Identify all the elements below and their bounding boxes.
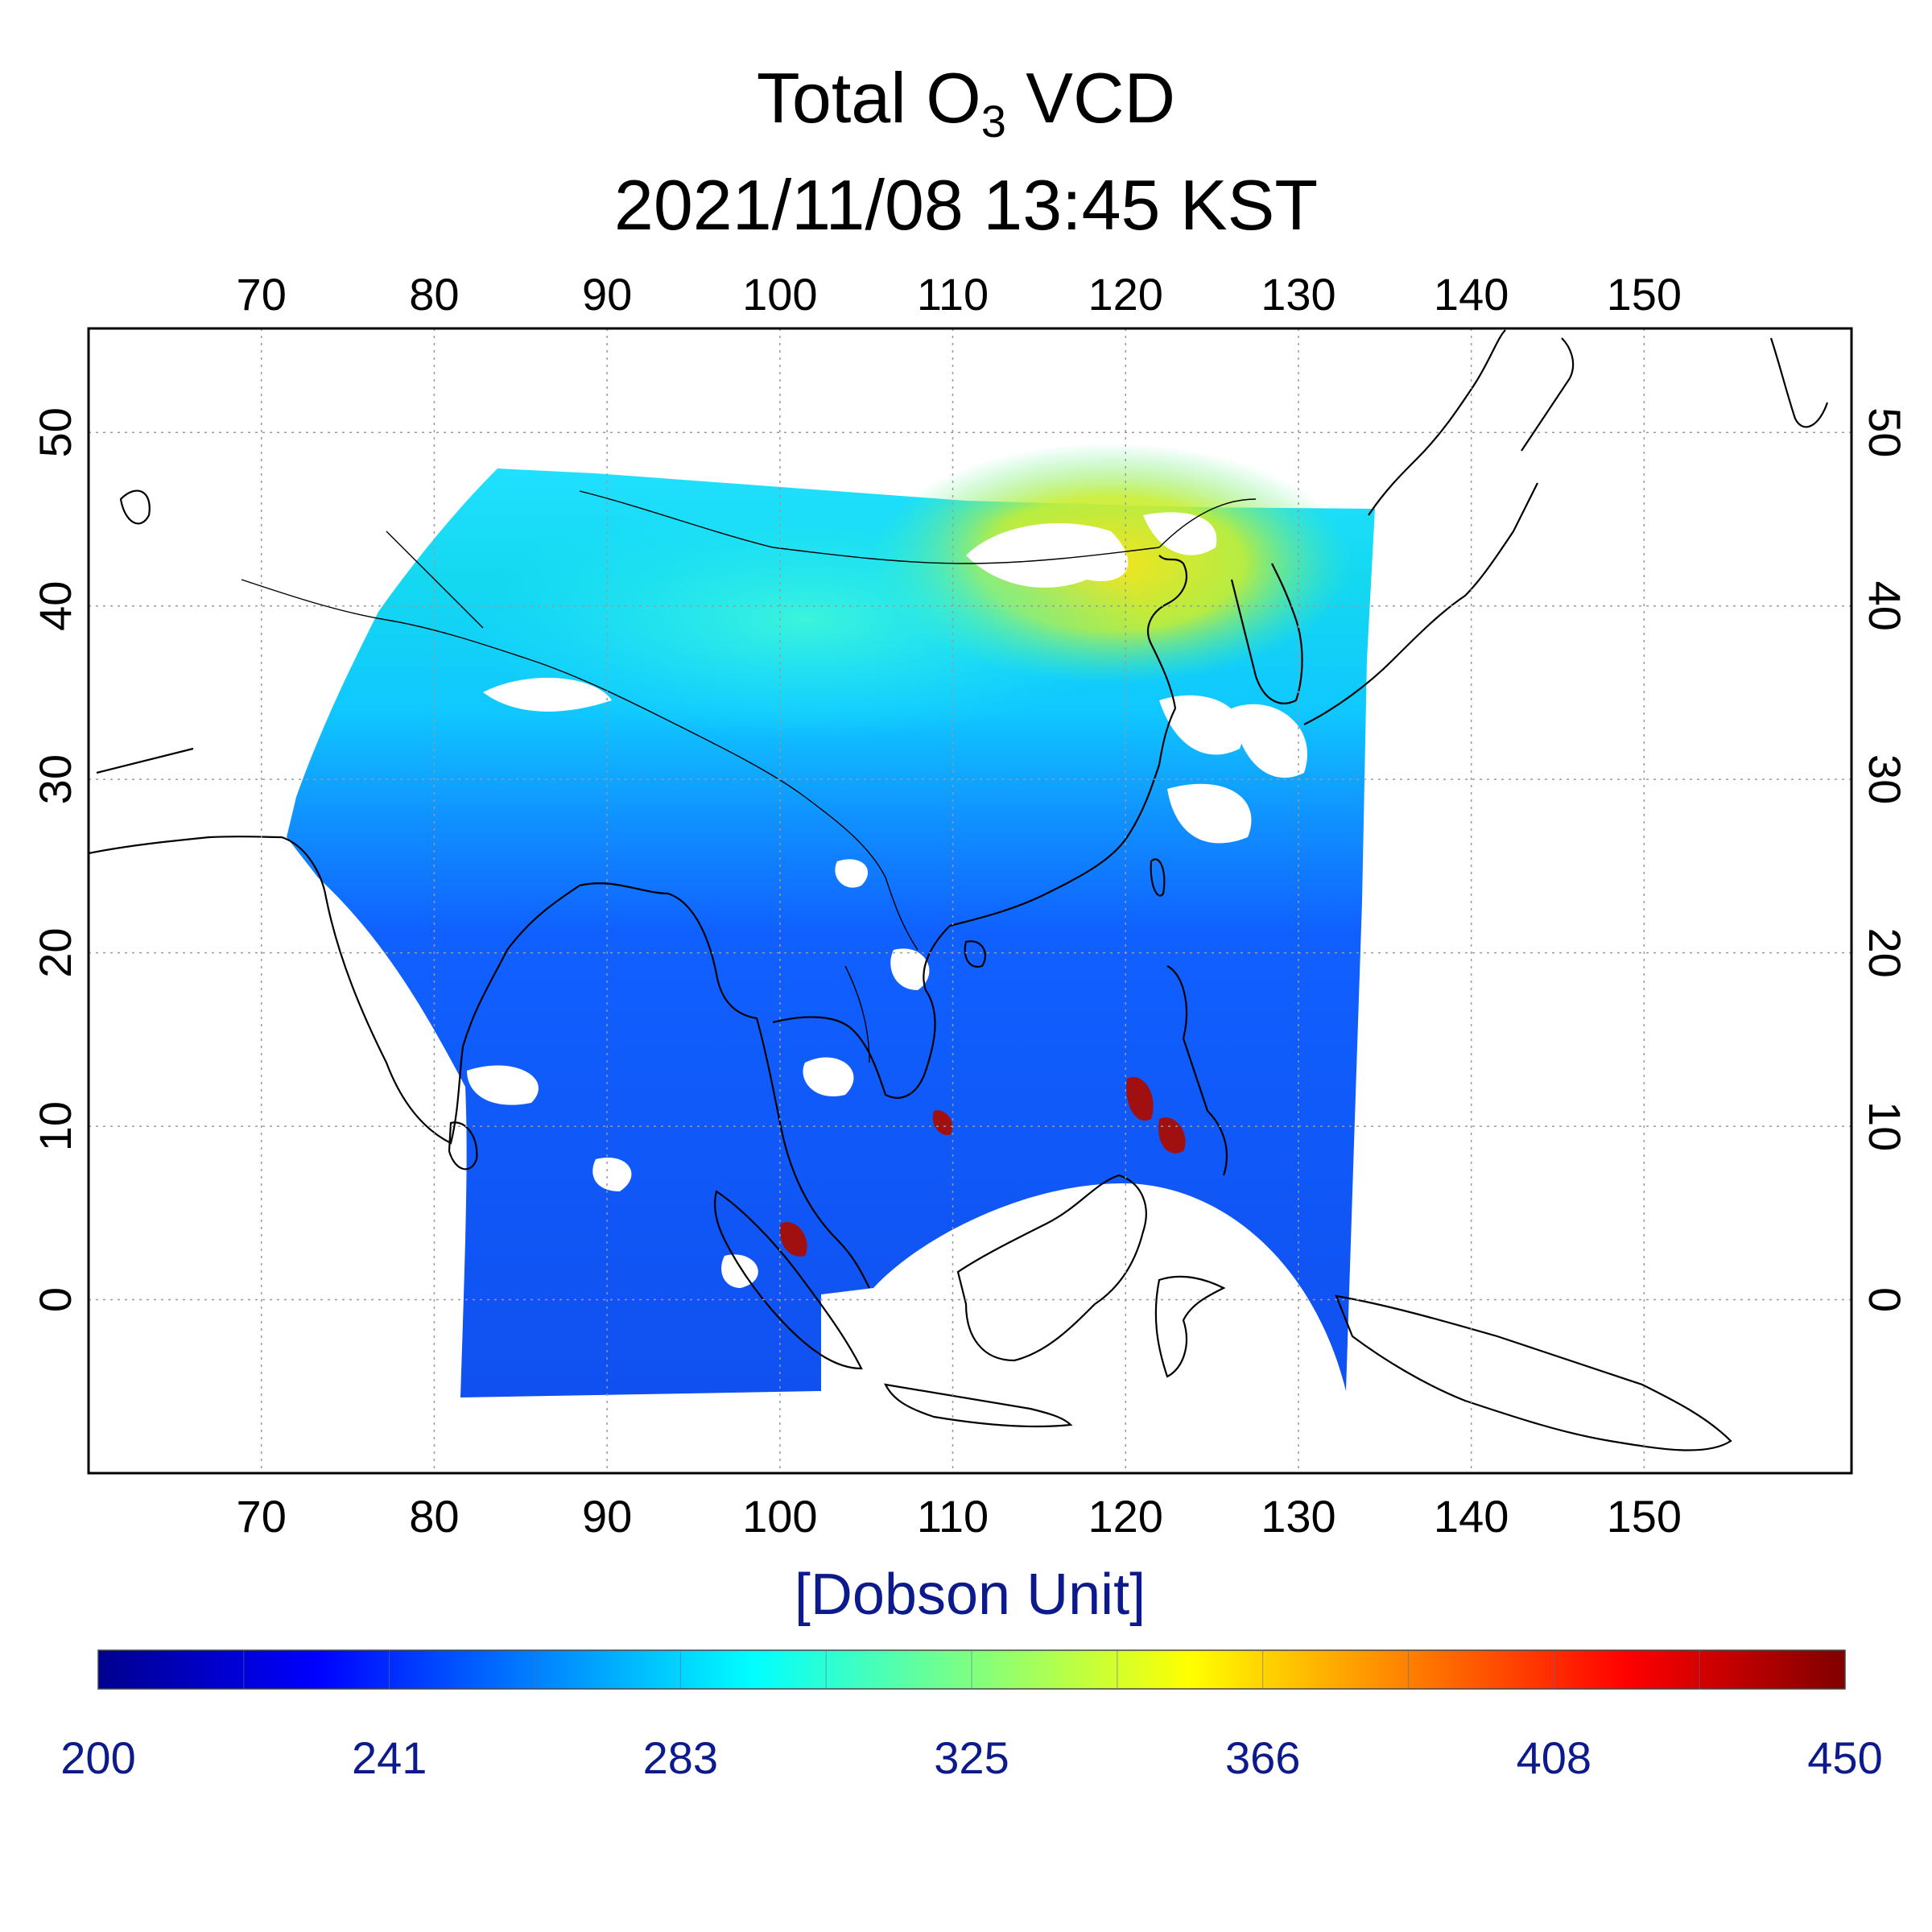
title-suffix: VCD	[1005, 58, 1176, 138]
lon-label-bottom: 150	[1607, 1491, 1682, 1542]
map-frame	[87, 327, 1853, 1475]
colorbar-tick-label: 408	[1517, 1732, 1591, 1783]
lat-label-left: 20	[30, 927, 80, 977]
lon-label-top: 120	[1088, 269, 1163, 320]
colorbar-tick-label: 325	[934, 1732, 1009, 1783]
lon-label-top: 90	[582, 269, 632, 320]
lat-label-left: 0	[30, 1287, 80, 1312]
lat-label-right: 30	[1860, 754, 1910, 804]
map-title: Total O3 VCD 2021/11/08 13:45 KST	[0, 56, 1932, 247]
lat-label-left: 40	[30, 581, 80, 631]
lon-label-bottom: 100	[742, 1491, 817, 1542]
lon-label-bottom: 130	[1261, 1491, 1335, 1542]
cloud-mask-patches	[467, 512, 1307, 1288]
lon-label-bottom: 70	[237, 1491, 287, 1542]
country-borders	[241, 490, 1257, 1063]
lon-label-top: 130	[1261, 269, 1335, 320]
title-timestamp: 2021/11/08 13:45 KST	[613, 165, 1319, 245]
lon-label-bottom: 120	[1088, 1491, 1163, 1542]
lon-label-bottom: 80	[409, 1491, 459, 1542]
map-plot-area	[89, 329, 1829, 1451]
title-line-1: Total O3 VCD	[0, 56, 1932, 163]
unit-label: [Dobson Unit]	[795, 1563, 1146, 1627]
lon-label-top: 100	[742, 269, 817, 320]
lon-label-top: 150	[1607, 269, 1682, 320]
lat-label-right: 10	[1860, 1101, 1910, 1151]
title-subscript: 3	[980, 96, 1006, 147]
lat-label-left: 10	[30, 1101, 80, 1151]
lon-label-top: 80	[409, 269, 459, 320]
colorbar-dividers	[243, 1650, 1700, 1689]
lon-label-bottom: 140	[1434, 1491, 1509, 1542]
lon-label-top: 110	[917, 269, 989, 320]
high-ozone-pixels	[780, 1077, 1186, 1257]
colorbar-tick-label: 450	[1807, 1732, 1882, 1783]
lat-label-right: 20	[1860, 927, 1910, 977]
lat-label-right: 50	[1860, 407, 1910, 457]
lat-label-left: 50	[30, 407, 80, 457]
colorbar-tick-label: 366	[1225, 1732, 1300, 1783]
colorbar-tick-label: 283	[643, 1732, 718, 1783]
colorbar-tick-labels: 200 241 283 325 366 408 450	[60, 1732, 1882, 1783]
colorbar-tick-label: 200	[60, 1732, 135, 1783]
title-prefix: Total O	[756, 58, 981, 138]
lat-label-right: 40	[1860, 581, 1910, 631]
gridlines	[89, 328, 1852, 1473]
lon-label-bottom: 110	[917, 1491, 989, 1542]
colorbar-tick-label: 241	[352, 1732, 427, 1783]
lat-label-right: 0	[1860, 1287, 1910, 1312]
lon-label-top: 70	[237, 269, 287, 320]
axis-labels: 7070808090901001001101101201201301301401…	[30, 269, 1910, 1542]
lon-label-bottom: 90	[582, 1491, 632, 1542]
lat-label-left: 30	[30, 754, 80, 804]
coastlines	[89, 329, 1829, 1451]
lon-label-top: 140	[1434, 269, 1509, 320]
